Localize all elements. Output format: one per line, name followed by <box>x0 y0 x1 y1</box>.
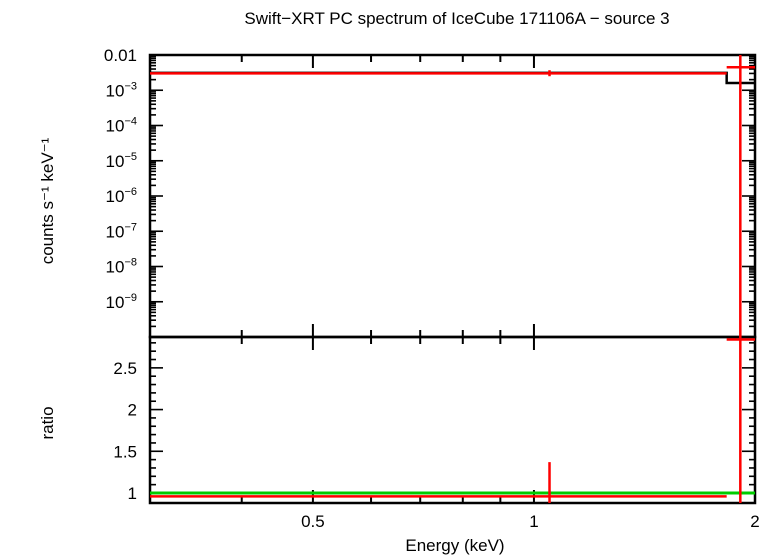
lower-y-tick-label: 2 <box>128 401 137 420</box>
x-axis-label: Energy (keV) <box>405 536 504 555</box>
upper-y-tick-label: 10−6 <box>106 186 137 206</box>
chart-title: Swift−XRT PC spectrum of IceCube 171106A… <box>244 9 669 28</box>
x-tick-label: 0.5 <box>301 512 325 531</box>
upper-plot <box>150 55 755 337</box>
lower-panel-frame <box>148 335 757 505</box>
upper-y-axis-label: counts s⁻¹ keV⁻¹ <box>38 137 57 264</box>
lower-y-tick-label: 1.5 <box>113 442 137 461</box>
upper-y-tick-label: 0.01 <box>104 46 137 65</box>
lower-y-tick-label: 1 <box>128 484 137 503</box>
upper-y-tick-label: 10−9 <box>106 292 137 312</box>
upper-y-tick-label: 10−7 <box>106 221 137 241</box>
upper-y-tick-label: 10−4 <box>106 116 137 136</box>
x-tick-label: 1 <box>529 512 538 531</box>
x-tick-label: 2 <box>750 512 759 531</box>
upper-panel-frame <box>148 53 757 339</box>
lower-plot <box>150 337 755 503</box>
lower-y-axis-label: ratio <box>38 406 57 439</box>
upper-y-tick-label: 10−3 <box>106 80 137 100</box>
upper-y-tick-label: 10−5 <box>106 151 137 171</box>
lower-y-tick-label: 2.5 <box>113 359 137 378</box>
chart-plot-area: 0.5 1 2 0.01 10−3 10−4 10−5 10−6 10−7 10−8 10−9 1 1.… <box>104 46 760 531</box>
upper-y-tick-label: 10−8 <box>106 257 137 277</box>
